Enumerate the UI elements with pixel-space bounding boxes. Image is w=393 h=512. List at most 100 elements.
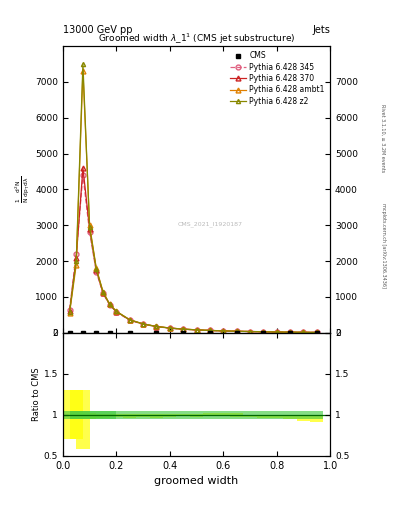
Pythia 6.428 ambt1 — [74, 262, 79, 268]
CMS — [314, 330, 319, 336]
Pythia 6.428 ambt1 — [101, 288, 105, 294]
Pythia 6.428 345 — [94, 269, 99, 275]
Pythia 6.428 z2 — [288, 329, 292, 335]
Pythia 6.428 370 — [127, 317, 132, 323]
Pythia 6.428 z2 — [167, 325, 172, 331]
Pythia 6.428 345 — [288, 329, 292, 335]
Pythia 6.428 370 — [181, 326, 185, 332]
Pythia 6.428 z2 — [261, 329, 266, 335]
Pythia 6.428 ambt1 — [141, 321, 145, 327]
Pythia 6.428 345 — [234, 328, 239, 334]
Pythia 6.428 z2 — [101, 289, 105, 295]
Pythia 6.428 ambt1 — [261, 329, 266, 335]
Pythia 6.428 345 — [181, 326, 185, 332]
Pythia 6.428 345 — [274, 329, 279, 335]
Pythia 6.428 ambt1 — [274, 329, 279, 335]
Pythia 6.428 345 — [87, 229, 92, 236]
Pythia 6.428 370 — [87, 226, 92, 232]
Pythia 6.428 z2 — [94, 266, 99, 272]
Line: CMS: CMS — [68, 331, 319, 335]
Pythia 6.428 ambt1 — [208, 327, 212, 333]
Pythia 6.428 345 — [107, 302, 112, 308]
Pythia 6.428 370 — [221, 328, 226, 334]
Pythia 6.428 z2 — [154, 324, 159, 330]
Pythia 6.428 ambt1 — [288, 329, 292, 335]
Pythia 6.428 370 — [107, 302, 112, 308]
CMS — [288, 330, 292, 336]
Pythia 6.428 370 — [288, 329, 292, 335]
Pythia 6.428 345 — [261, 329, 266, 335]
Text: 13000 GeV pp: 13000 GeV pp — [63, 25, 132, 35]
Text: mcplots.cern.ch [arXiv:1306.3436]: mcplots.cern.ch [arXiv:1306.3436] — [381, 203, 386, 288]
Pythia 6.428 345 — [248, 329, 252, 335]
Pythia 6.428 z2 — [221, 328, 226, 334]
Pythia 6.428 345 — [67, 306, 72, 312]
CMS — [234, 330, 239, 336]
Pythia 6.428 z2 — [208, 327, 212, 333]
Pythia 6.428 370 — [314, 329, 319, 335]
Pythia 6.428 370 — [141, 321, 145, 327]
Pythia 6.428 345 — [167, 325, 172, 331]
Text: CMS_2021_I1920187: CMS_2021_I1920187 — [177, 221, 242, 227]
Pythia 6.428 ambt1 — [221, 328, 226, 334]
Pythia 6.428 z2 — [141, 321, 145, 327]
Pythia 6.428 ambt1 — [248, 328, 252, 334]
Pythia 6.428 345 — [141, 321, 145, 327]
CMS — [208, 330, 212, 336]
Pythia 6.428 z2 — [67, 309, 72, 315]
Pythia 6.428 370 — [81, 165, 85, 171]
Pythia 6.428 z2 — [87, 224, 92, 230]
Pythia 6.428 z2 — [274, 329, 279, 335]
Legend: CMS, Pythia 6.428 345, Pythia 6.428 370, Pythia 6.428 ambt1, Pythia 6.428 z2: CMS, Pythia 6.428 345, Pythia 6.428 370,… — [226, 48, 328, 109]
Pythia 6.428 370 — [194, 327, 199, 333]
Pythia 6.428 ambt1 — [81, 68, 85, 74]
Pythia 6.428 370 — [167, 325, 172, 331]
Pythia 6.428 z2 — [81, 61, 85, 67]
Line: Pythia 6.428 z2: Pythia 6.428 z2 — [68, 62, 319, 334]
Pythia 6.428 ambt1 — [181, 326, 185, 332]
Pythia 6.428 z2 — [107, 301, 112, 307]
Pythia 6.428 z2 — [181, 326, 185, 332]
Pythia 6.428 370 — [114, 309, 119, 315]
Pythia 6.428 z2 — [248, 328, 252, 334]
Pythia 6.428 ambt1 — [114, 308, 119, 314]
Line: Pythia 6.428 370: Pythia 6.428 370 — [67, 165, 319, 335]
CMS — [67, 330, 72, 336]
Pythia 6.428 ambt1 — [314, 329, 319, 335]
CMS — [94, 330, 99, 336]
Pythia 6.428 ambt1 — [154, 324, 159, 330]
CMS — [107, 330, 112, 336]
CMS — [81, 330, 85, 336]
Pythia 6.428 345 — [194, 327, 199, 333]
Pythia 6.428 345 — [221, 328, 226, 334]
Pythia 6.428 z2 — [194, 327, 199, 333]
Pythia 6.428 ambt1 — [301, 329, 306, 335]
Pythia 6.428 z2 — [74, 258, 79, 264]
Pythia 6.428 345 — [114, 309, 119, 315]
Title: Groomed width $\lambda\_1^1$ (CMS jet substructure): Groomed width $\lambda\_1^1$ (CMS jet su… — [98, 32, 295, 46]
Pythia 6.428 ambt1 — [94, 265, 99, 271]
Pythia 6.428 370 — [94, 267, 99, 273]
Pythia 6.428 345 — [301, 329, 306, 335]
Pythia 6.428 ambt1 — [234, 328, 239, 334]
Line: Pythia 6.428 345: Pythia 6.428 345 — [67, 173, 319, 335]
CMS — [154, 330, 159, 336]
Pythia 6.428 370 — [261, 329, 266, 335]
Pythia 6.428 370 — [101, 290, 105, 296]
Pythia 6.428 z2 — [114, 308, 119, 314]
Line: Pythia 6.428 ambt1: Pythia 6.428 ambt1 — [67, 69, 319, 335]
Pythia 6.428 ambt1 — [127, 316, 132, 323]
Pythia 6.428 370 — [67, 308, 72, 314]
Y-axis label: $\frac{1}{\rm N}\,\frac{d^2 N}{d p_T\, d\lambda}$: $\frac{1}{\rm N}\,\frac{d^2 N}{d p_T\, d… — [14, 176, 32, 203]
Pythia 6.428 345 — [154, 324, 159, 330]
Text: Rivet 3.1.10, ≥ 3.2M events: Rivet 3.1.10, ≥ 3.2M events — [381, 104, 386, 173]
Y-axis label: Ratio to CMS: Ratio to CMS — [32, 368, 41, 421]
CMS — [181, 330, 185, 336]
CMS — [127, 330, 132, 336]
Pythia 6.428 370 — [248, 328, 252, 334]
Text: Jets: Jets — [312, 25, 330, 35]
Pythia 6.428 370 — [208, 327, 212, 333]
Pythia 6.428 ambt1 — [167, 325, 172, 331]
X-axis label: groomed width: groomed width — [154, 476, 239, 486]
Pythia 6.428 ambt1 — [194, 327, 199, 333]
